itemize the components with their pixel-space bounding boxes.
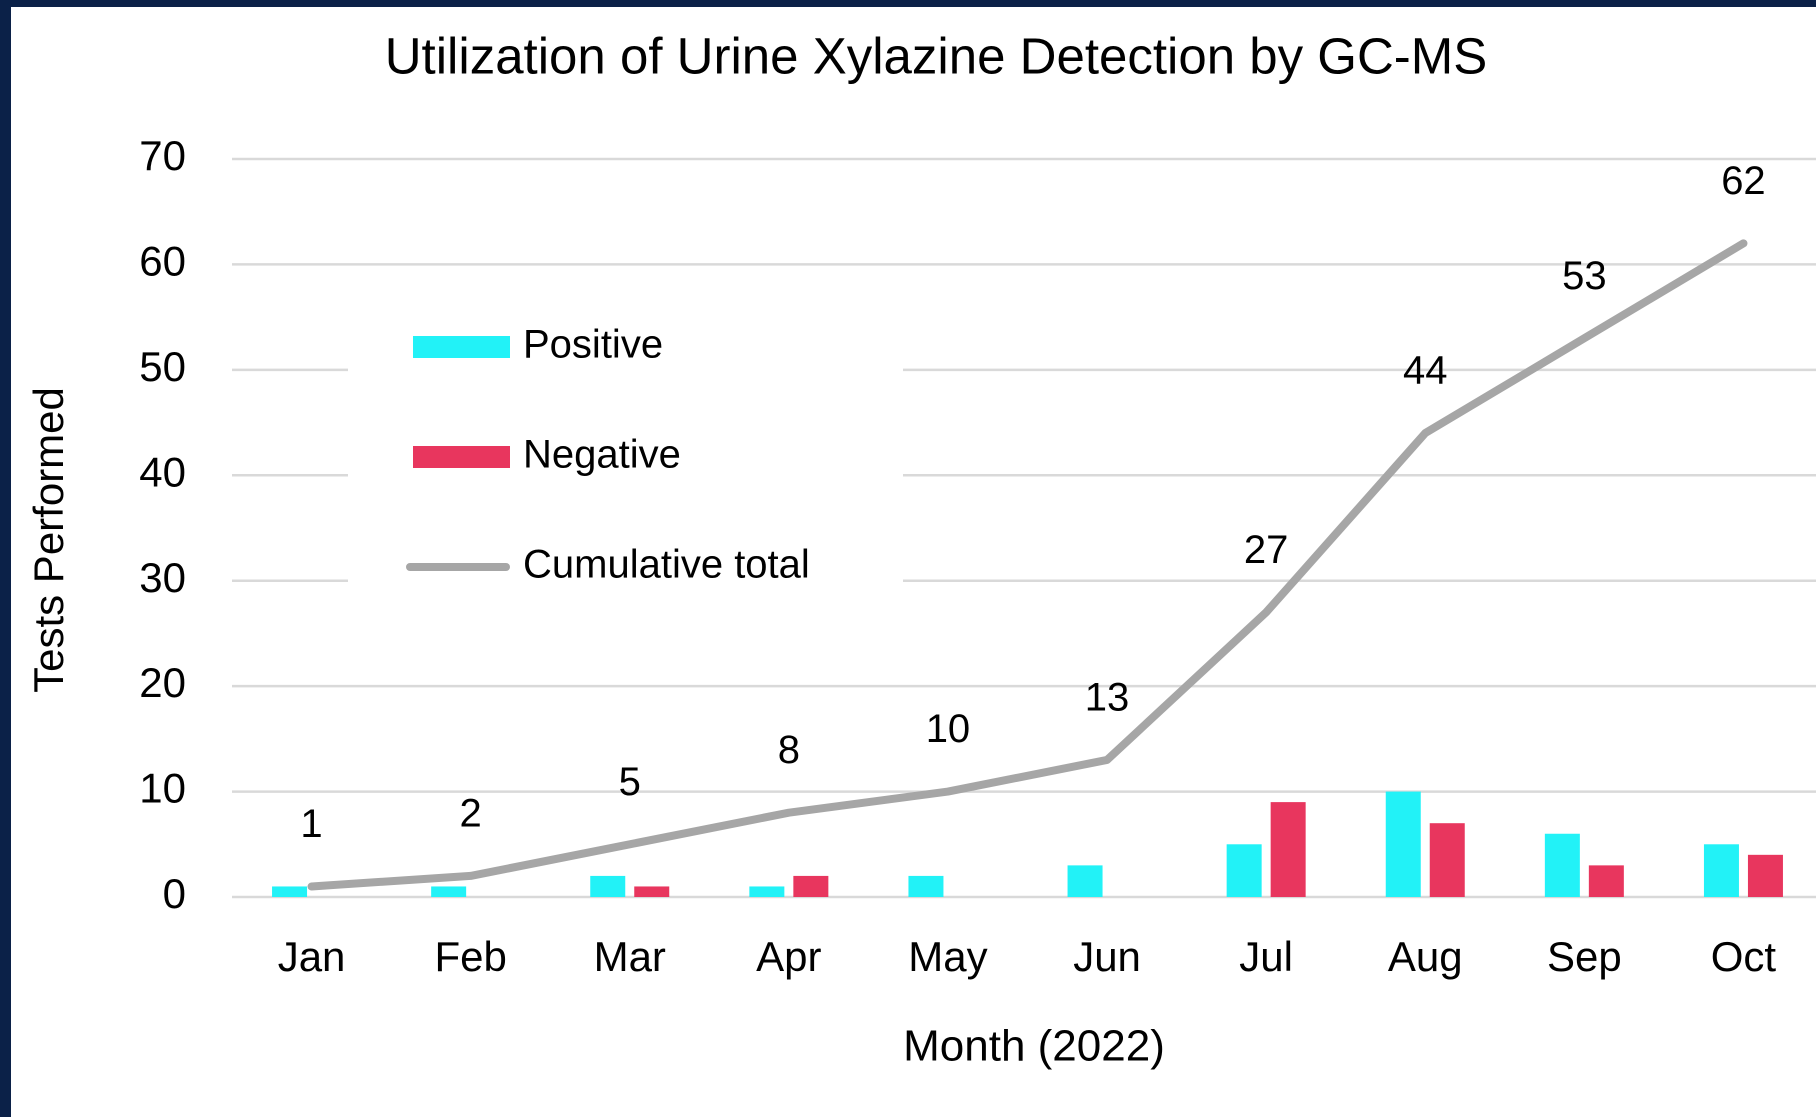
data-label: 8 <box>778 728 800 772</box>
bar <box>749 886 785 897</box>
x-tick-label: Apr <box>756 933 821 980</box>
bar <box>1385 791 1421 897</box>
chart-title: Utilization of Urine Xylazine Detection … <box>385 27 1488 84</box>
legend-label: Negative <box>523 433 681 477</box>
bar <box>590 875 626 897</box>
bar <box>1747 854 1783 897</box>
bar <box>1544 833 1580 897</box>
bar <box>1429 823 1465 897</box>
data-label: 10 <box>926 707 971 751</box>
bar <box>431 886 467 897</box>
bar <box>1588 865 1624 897</box>
x-tick-label: Aug <box>1388 933 1463 980</box>
bar <box>634 886 670 897</box>
data-label: 2 <box>460 791 482 835</box>
bar <box>908 875 944 897</box>
data-label: 13 <box>1085 676 1130 720</box>
legend-label: Cumulative total <box>523 543 810 587</box>
y-tick-label: 30 <box>139 554 186 601</box>
x-axis-title: Month (2022) <box>903 1022 1165 1071</box>
y-tick-label: 10 <box>139 765 186 812</box>
y-axis-title: Tests Performed <box>25 387 72 693</box>
x-tick-label: Jun <box>1073 933 1141 980</box>
chart-area <box>11 7 1816 1117</box>
legend-swatch <box>413 336 510 358</box>
data-label: 53 <box>1562 254 1607 298</box>
x-tick-label: Jul <box>1239 933 1293 980</box>
x-tick-label: Oct <box>1711 933 1777 980</box>
legend-swatch <box>413 446 510 468</box>
x-tick-label: Jan <box>278 933 346 980</box>
y-tick-label: 70 <box>139 132 186 179</box>
data-label: 62 <box>1721 159 1766 203</box>
y-tick-label: 20 <box>139 659 186 706</box>
x-tick-label: May <box>908 933 987 980</box>
bar <box>1226 844 1262 897</box>
bar <box>1270 802 1306 897</box>
data-label: 27 <box>1244 528 1289 572</box>
bar <box>1067 865 1103 897</box>
x-tick-label: Mar <box>594 933 666 980</box>
data-label: 5 <box>619 760 641 804</box>
line <box>307 239 1748 891</box>
y-tick-label: 40 <box>139 448 186 495</box>
y-tick-label: 0 <box>163 870 186 917</box>
y-tick-label: 60 <box>139 238 186 285</box>
bar <box>1703 844 1739 897</box>
x-tick-label: Sep <box>1547 933 1622 980</box>
data-label: 1 <box>300 802 322 846</box>
x-tick-label: Feb <box>434 933 506 980</box>
bar <box>272 886 308 897</box>
bar <box>793 875 829 897</box>
legend-label: Positive <box>523 323 663 367</box>
y-tick-label: 50 <box>139 343 186 390</box>
data-label: 44 <box>1403 349 1448 393</box>
